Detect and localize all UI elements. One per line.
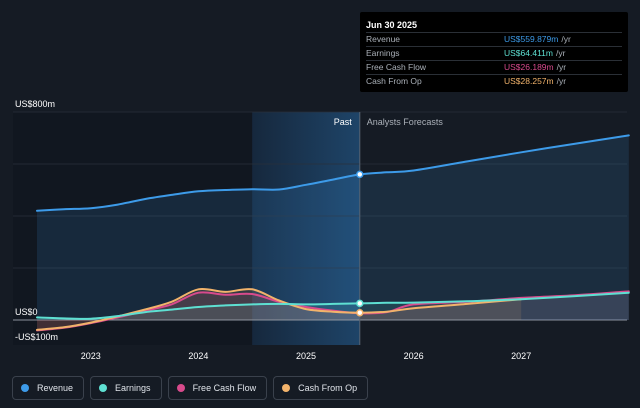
tooltip-value: US$559.879m: [504, 34, 559, 44]
y-axis-zero-label: US$0: [15, 307, 38, 317]
cash-from-op-area: [37, 288, 522, 330]
tooltip-label: Free Cash Flow: [366, 62, 426, 72]
earnings-area: [37, 292, 629, 320]
past-label: Past: [334, 117, 353, 127]
legend-label: Free Cash Flow: [192, 383, 257, 393]
tooltip-unit: /yr: [556, 62, 567, 72]
x-tick-label: 2024: [188, 351, 208, 361]
cash-from-op-line: [36, 287, 523, 331]
tooltip-label: Earnings: [366, 48, 400, 58]
x-tick-label: 2025: [296, 351, 316, 361]
tooltip-unit: /yr: [561, 34, 571, 44]
legend-dot-icon: [282, 384, 291, 392]
legend-label: Revenue: [37, 383, 74, 393]
tooltip-unit: /yr: [556, 76, 567, 86]
legend-item-free-cash-flow[interactable]: Free Cash Flow: [167, 376, 268, 400]
tooltip-value: US$26.189m: [504, 62, 554, 72]
cash-from-op-marker: [356, 308, 364, 317]
legend-dot-icon: [21, 384, 29, 392]
revenue-area: [37, 135, 629, 320]
legend-item-earnings[interactable]: Earnings: [90, 376, 162, 400]
y-axis-top-label: US$800m: [15, 99, 55, 109]
tooltip-value: US$28.257m: [504, 76, 554, 86]
tooltip-row-earnings: Earnings US$64.411m /yr: [366, 46, 622, 60]
tooltip-row-free-cash-flow: Free Cash Flow US$26.189m /yr: [366, 60, 622, 74]
tooltip: Jun 30 2025 Revenue US$559.879m /yr Earn…: [360, 12, 628, 92]
legend-dot-icon: [99, 384, 108, 392]
tooltip-date: Jun 30 2025: [366, 20, 418, 30]
y-axis-bottom-label: -US$100m: [15, 332, 58, 342]
x-tick-label: 2023: [81, 351, 101, 361]
tooltip-label: Cash From Op: [366, 76, 422, 86]
x-tick-label: 2027: [511, 351, 531, 361]
x-tick-label: 2026: [404, 351, 424, 361]
tooltip-row-cash-from-op: Cash From Op US$28.257m /yr: [366, 74, 622, 88]
legend-item-cash-from-op[interactable]: Cash From Op: [273, 376, 369, 400]
forecast-label: Analysts Forecasts: [367, 117, 444, 127]
revenue-line: [36, 134, 630, 212]
legend-item-revenue[interactable]: Revenue: [12, 376, 85, 400]
tooltip-row-revenue: Revenue US$559.879m /yr: [366, 32, 622, 46]
tooltip-label: Revenue: [366, 34, 401, 44]
earnings-line: [36, 291, 630, 320]
legend-label: Earnings: [115, 383, 151, 393]
tooltip-value: US$64.411m: [504, 48, 553, 58]
revenue-marker: [356, 170, 364, 179]
earnings-marker: [356, 299, 364, 308]
legend-label: Cash From Op: [298, 383, 358, 393]
tooltip-unit: /yr: [555, 48, 566, 58]
legend-dot-icon: [176, 384, 185, 392]
legend: Revenue Earnings Free Cash Flow Cash Fro…: [12, 376, 369, 400]
